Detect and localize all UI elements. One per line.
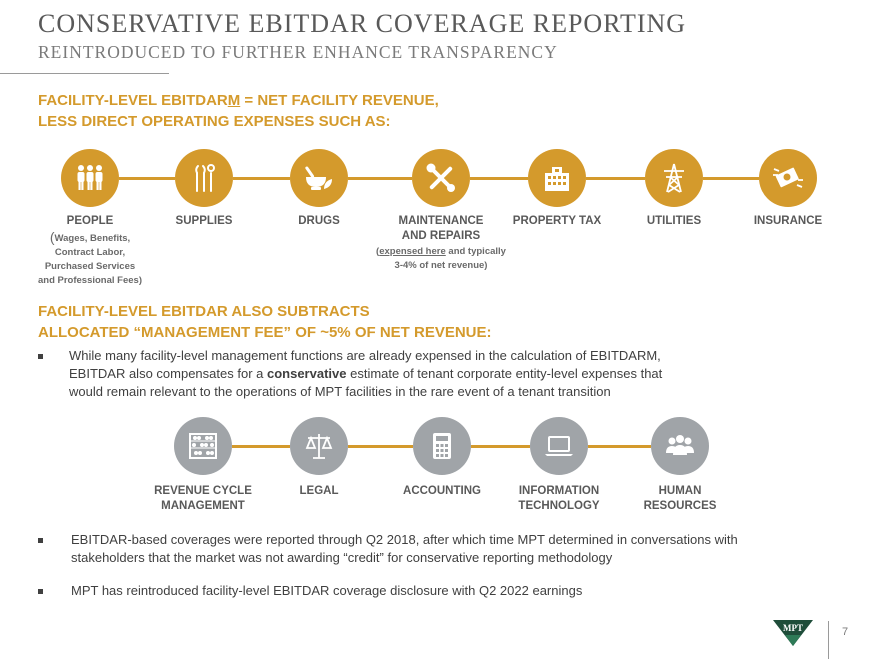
page-number: 7 [842,626,849,638]
drugs-circle [290,149,348,207]
calculator-icon [433,433,451,459]
bullet-marker [38,589,43,594]
people-circle [61,149,119,207]
connector-line [471,445,530,448]
mortar-pestle-icon [305,166,332,190]
connector-line [119,177,175,180]
utilities-label: UTILITIES [646,215,702,227]
abacus-icon [189,433,217,459]
property-tax-label: PROPERTY TAX [512,215,602,227]
connector-line [233,177,290,180]
it-circle [530,417,588,475]
title-divider [0,73,169,74]
section1-heading-line1: FACILITY-LEVEL EBITDARM = NET FACILITY R… [38,92,439,109]
insurance-circle [759,149,817,207]
bullet-marker [38,538,43,543]
page-subtitle: REINTRODUCED TO FURTHER ENHANCE TRANSPAR… [38,42,558,62]
legal-label: LEGAL [299,485,339,497]
section2-heading: FACILITY-LEVEL EBITDAR ALSO SUBTRACTS AL… [38,303,492,341]
connector-line [348,445,413,448]
connector-line [588,445,651,448]
insurance-label: INSURANCE [753,215,823,227]
maintenance-note: (expensed here and typically 3-4% of net… [376,246,506,271]
page-title: CONSERVATIVE EBITDAR COVERAGE REPORTING [38,9,687,38]
utilities-circle [645,149,703,207]
revenue-cycle-label: REVENUE CYCLE MANAGEMENT [154,485,252,512]
connector-line [703,177,759,180]
drugs-label: DRUGS [298,215,340,227]
maintenance-circle [412,149,470,207]
people-label: PEOPLE [66,215,114,227]
bullet-marker [38,354,43,359]
laptop-icon [545,436,573,456]
connector-line [232,445,290,448]
scales-icon [305,434,333,459]
footer-divider [828,621,829,659]
it-label: INFORMATION TECHNOLOGY [518,485,600,512]
mpt-logo: MPT [773,620,813,646]
hr-circle [651,417,709,475]
supplies-circle [175,149,233,207]
connector-line [586,177,645,180]
power-tower-icon [664,163,684,193]
legal-circle [290,417,348,475]
maintenance-label: MAINTENANCE AND REPAIRS [398,215,484,242]
connector-line [470,177,528,180]
dental-tools-icon [195,164,215,192]
building-icon [545,167,569,191]
coverage-history-bullet: EBITDAR-based coverages were reported th… [71,532,738,565]
hr-label: HUMAN RESOURCES [643,485,717,512]
svg-text:MPT: MPT [783,623,803,633]
accounting-label: ACCOUNTING [403,485,481,497]
section1-heading: FACILITY-LEVEL EBITDARM = NET FACILITY R… [38,90,439,132]
supplies-label: SUPPLIES [175,215,233,227]
accounting-circle [413,417,471,475]
group-icon [666,435,694,455]
people-icon [77,165,103,190]
revenue-cycle-circle [174,417,232,475]
wrench-screwdriver-icon [426,163,455,192]
insurance-money-icon [773,167,803,188]
section1-heading-line2: LESS DIRECT OPERATING EXPENSES SUCH AS: [38,113,391,130]
management-fee-bullet: While many facility-level management fun… [69,348,663,399]
connector-line [348,177,412,180]
property-tax-circle [528,149,586,207]
people-note: (Wages, Benefits, Contract Labor, Purcha… [37,229,142,286]
reintroduction-bullet: MPT has reintroduced facility-level EBIT… [71,583,583,598]
